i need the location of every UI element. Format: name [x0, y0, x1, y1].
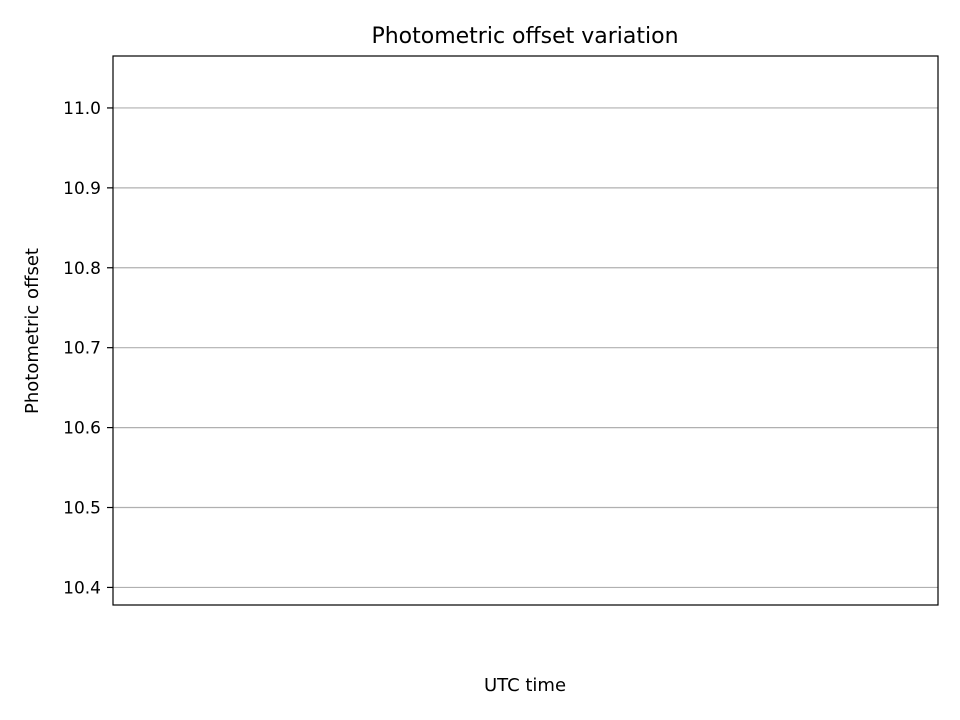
y-tick-label: 10.8 [63, 259, 101, 279]
y-tick-label: 10.7 [63, 339, 101, 359]
grid-lines [113, 107, 938, 589]
y-tick-label: 10.5 [63, 499, 101, 519]
plot-frame [112, 55, 939, 606]
axis-ticks: 10.410.510.610.710.810.911.023:0523:10 [63, 99, 113, 598]
y-tick-label: 10.6 [63, 419, 101, 439]
y-tick-label: 11.0 [63, 99, 101, 119]
y-tick-label: 10.9 [63, 179, 101, 199]
x-axis-label: UTC time [484, 675, 566, 696]
chart-title: Photometric offset variation [371, 24, 678, 49]
y-axis-label: Photometric offset [22, 248, 43, 414]
y-tick-label: 10.4 [63, 578, 101, 598]
